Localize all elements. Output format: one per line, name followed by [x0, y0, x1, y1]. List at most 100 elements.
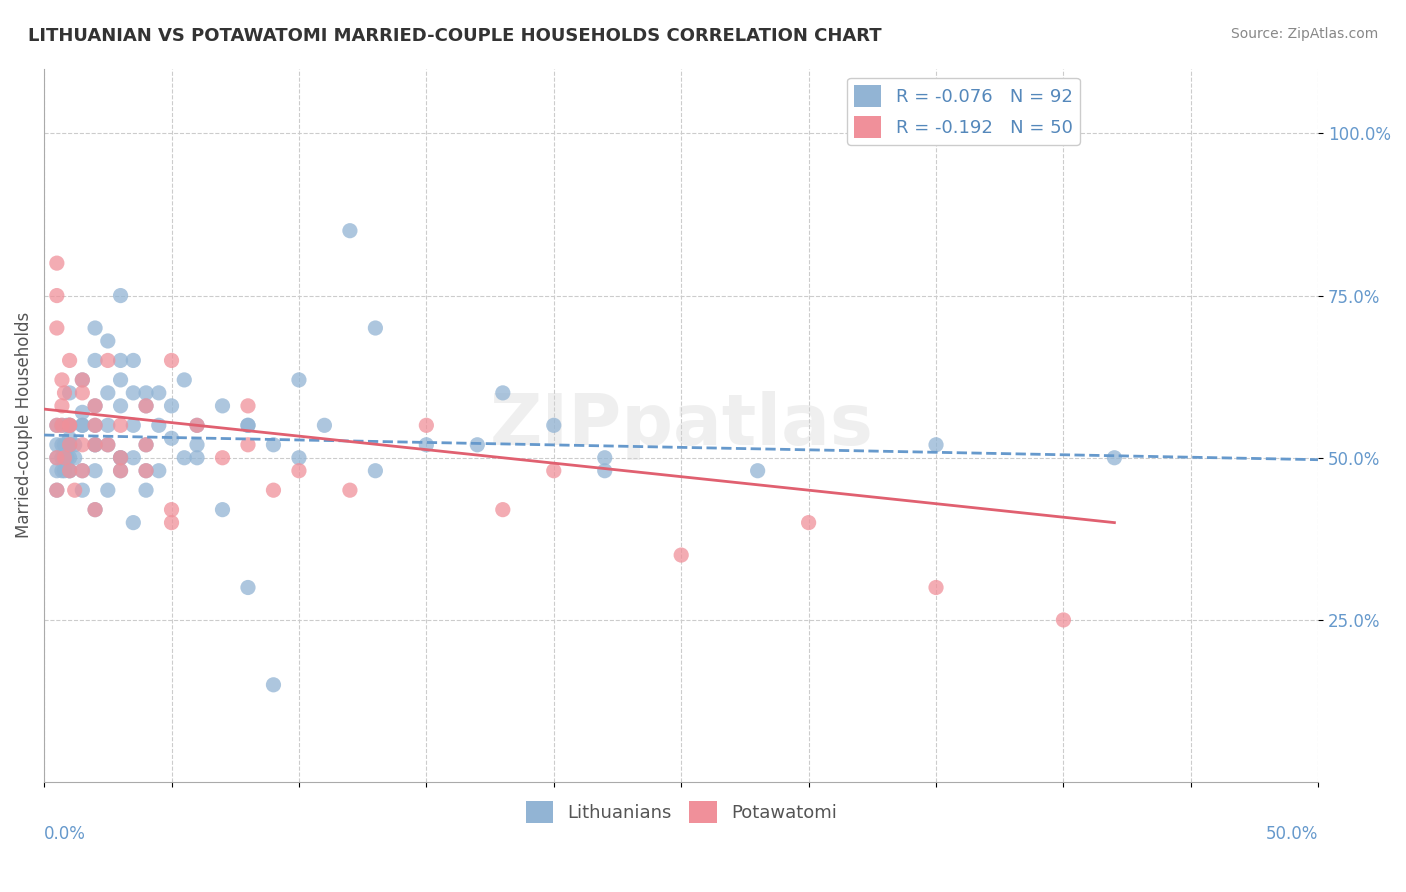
Point	[135, 438, 157, 452]
Legend: Lithuanians, Potawatomi: Lithuanians, Potawatomi	[519, 794, 844, 830]
Point	[58, 418, 80, 433]
Point	[110, 450, 132, 465]
Point	[58, 385, 80, 400]
Point	[492, 385, 515, 400]
Point	[45, 418, 67, 433]
Point	[84, 438, 107, 452]
Point	[135, 464, 157, 478]
Point	[45, 483, 67, 498]
Point	[339, 224, 361, 238]
Point	[122, 385, 145, 400]
Point	[110, 450, 132, 465]
Point	[72, 418, 94, 433]
Point	[51, 399, 73, 413]
Point	[45, 450, 67, 465]
Point	[211, 450, 233, 465]
Point	[84, 321, 107, 335]
Point	[97, 438, 120, 452]
Point	[63, 483, 86, 498]
Point	[58, 418, 80, 433]
Point	[45, 418, 67, 433]
Point	[160, 399, 183, 413]
Point	[72, 438, 94, 452]
Text: 50.0%: 50.0%	[1265, 825, 1319, 843]
Point	[110, 288, 132, 302]
Point	[186, 418, 208, 433]
Point	[97, 334, 120, 348]
Point	[211, 399, 233, 413]
Point	[84, 438, 107, 452]
Point	[148, 464, 170, 478]
Point	[288, 373, 311, 387]
Point	[58, 418, 80, 433]
Point	[364, 464, 387, 478]
Point	[669, 548, 692, 562]
Point	[84, 464, 107, 478]
Point	[97, 418, 120, 433]
Point	[122, 516, 145, 530]
Point	[492, 502, 515, 516]
Point	[415, 418, 437, 433]
Point	[84, 399, 107, 413]
Point	[160, 502, 183, 516]
Text: ZIPpatlas: ZIPpatlas	[489, 391, 873, 459]
Point	[45, 483, 67, 498]
Point	[51, 464, 73, 478]
Point	[797, 516, 820, 530]
Point	[72, 373, 94, 387]
Point	[72, 464, 94, 478]
Point	[53, 450, 76, 465]
Point	[543, 418, 565, 433]
Point	[173, 373, 195, 387]
Point	[236, 418, 259, 433]
Point	[593, 450, 616, 465]
Point	[288, 464, 311, 478]
Point	[122, 418, 145, 433]
Point	[186, 450, 208, 465]
Point	[415, 438, 437, 452]
Point	[364, 321, 387, 335]
Point	[110, 418, 132, 433]
Point	[160, 431, 183, 445]
Point	[53, 464, 76, 478]
Point	[135, 464, 157, 478]
Point	[45, 438, 67, 452]
Point	[135, 483, 157, 498]
Point	[84, 502, 107, 516]
Point	[72, 373, 94, 387]
Point	[314, 418, 336, 433]
Point	[135, 385, 157, 400]
Point	[72, 385, 94, 400]
Point	[56, 418, 79, 433]
Point	[58, 418, 80, 433]
Point	[1104, 450, 1126, 465]
Point	[51, 450, 73, 465]
Point	[63, 450, 86, 465]
Point	[84, 399, 107, 413]
Point	[51, 418, 73, 433]
Point	[51, 418, 73, 433]
Point	[84, 438, 107, 452]
Point	[236, 581, 259, 595]
Point	[58, 438, 80, 452]
Point	[262, 678, 284, 692]
Point	[148, 418, 170, 433]
Point	[53, 385, 76, 400]
Point	[84, 502, 107, 516]
Point	[58, 450, 80, 465]
Point	[63, 438, 86, 452]
Point	[262, 438, 284, 452]
Text: Source: ZipAtlas.com: Source: ZipAtlas.com	[1230, 27, 1378, 41]
Point	[110, 450, 132, 465]
Point	[925, 581, 948, 595]
Point	[148, 385, 170, 400]
Point	[58, 464, 80, 478]
Point	[110, 353, 132, 368]
Point	[543, 464, 565, 478]
Point	[186, 418, 208, 433]
Point	[58, 438, 80, 452]
Point	[186, 438, 208, 452]
Point	[45, 464, 67, 478]
Point	[72, 405, 94, 419]
Point	[465, 438, 488, 452]
